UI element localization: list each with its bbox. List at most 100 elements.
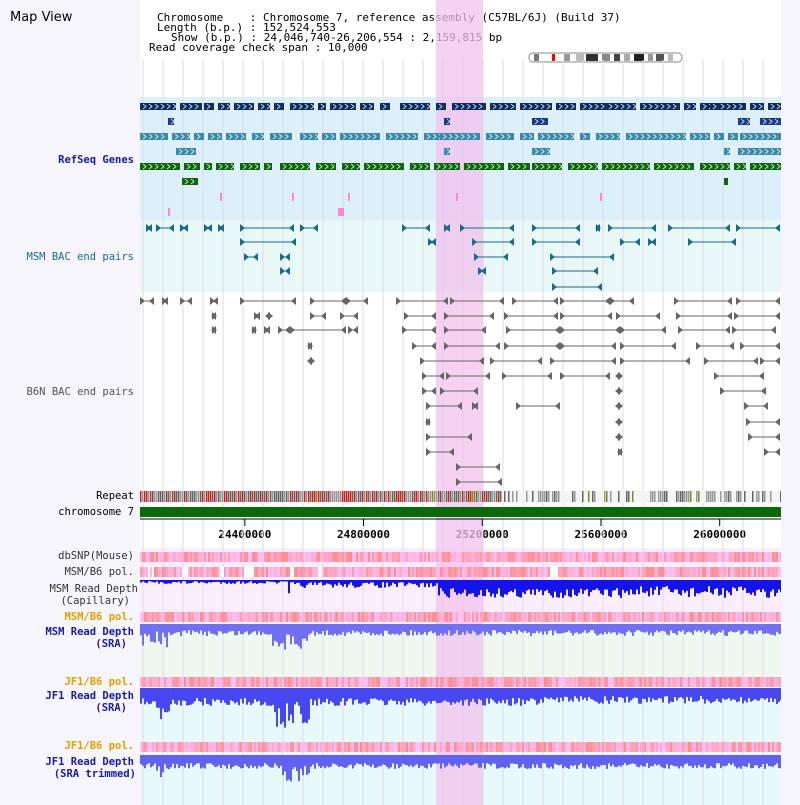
msm-sra-depth xyxy=(396,624,398,634)
jf1-pol2-heat xyxy=(550,742,552,752)
track-label-refseq[interactable]: RefSeq Genes xyxy=(58,154,134,166)
jf1-trim-depth xyxy=(264,755,266,764)
jf1-trim-depth xyxy=(714,755,716,769)
msm-sra-depth xyxy=(592,624,594,631)
jf1-pol-heat xyxy=(562,677,564,687)
track-label-msm-pol-1[interactable]: MSM/B6 pol. xyxy=(64,566,134,578)
msm-cap-depth xyxy=(534,580,536,595)
jf1-trim-depth xyxy=(650,755,652,767)
jf1-pol2-heat xyxy=(636,742,638,752)
gene-arrow xyxy=(192,163,197,170)
msm-pol2-heat xyxy=(676,612,678,622)
msm-cap-depth xyxy=(494,580,496,598)
repeat-element xyxy=(478,491,480,502)
msm-sra-depth xyxy=(538,624,540,634)
refseq-gene xyxy=(654,163,694,170)
repeat-element xyxy=(628,491,630,502)
gene-arrow xyxy=(500,133,505,140)
jf1-pol-heat xyxy=(608,677,610,687)
track-label-b6n-bac[interactable]: B6N BAC end pairs xyxy=(26,386,134,398)
jf1-pol-heat xyxy=(572,677,574,687)
dbsnp-heat xyxy=(210,552,212,562)
dbsnp-heat xyxy=(576,552,578,562)
jf1-sra-depth xyxy=(550,688,552,698)
dbsnp-heat xyxy=(408,552,410,562)
track-label-msm-cap-1[interactable]: MSM Read Depth xyxy=(49,583,138,595)
jf1-pol2-heat xyxy=(448,742,450,752)
gene-arrow xyxy=(746,148,751,155)
msm-pol2-heat xyxy=(434,612,436,622)
msm-pol-heat xyxy=(644,567,646,577)
jf1-pol2-heat xyxy=(472,742,474,752)
msm-pol2-heat xyxy=(598,612,600,622)
msm-sra-depth xyxy=(268,624,270,635)
jf1-pol-heat xyxy=(712,677,714,687)
msm-pol-heat xyxy=(250,567,252,577)
b6n-bac-pair xyxy=(412,342,417,350)
jf1-pol2-heat xyxy=(224,742,226,752)
dbsnp-heat xyxy=(386,552,388,562)
msm-pol-heat xyxy=(536,567,538,577)
gene-arrow xyxy=(668,163,673,170)
msm-pol2-heat xyxy=(640,612,642,622)
genome-browser-plot[interactable] xyxy=(140,0,781,805)
jf1-pol-heat xyxy=(166,677,168,687)
msm-pol2-heat xyxy=(542,612,544,622)
b6n-bac-pair xyxy=(479,357,484,365)
jf1-trim-depth xyxy=(476,755,478,764)
msm-sra-depth xyxy=(434,624,436,633)
dbsnp-heat xyxy=(390,552,392,562)
msm-cap-depth xyxy=(436,580,438,584)
jf1-sra-depth xyxy=(344,688,346,706)
msm-sra-depth xyxy=(234,624,236,636)
msm-sra-depth xyxy=(658,624,660,633)
msm-pol-heat xyxy=(322,567,324,577)
track-label-dbsnp[interactable]: dbSNP(Mouse) xyxy=(58,550,134,562)
msm-pol-heat xyxy=(168,567,170,577)
track-label-msm-bac[interactable]: MSM BAC end pairs xyxy=(26,251,134,263)
refseq-gene xyxy=(606,103,636,110)
track-label-jf1-pol-1[interactable]: JF1/B6 pol. xyxy=(64,676,134,688)
dbsnp-heat xyxy=(348,552,350,562)
track-label-jf1-trim-1[interactable]: JF1 Read Depth xyxy=(45,756,134,768)
msm-pol-heat xyxy=(584,567,586,577)
jf1-pol2-heat xyxy=(588,742,590,752)
dbsnp-heat xyxy=(698,552,700,562)
gene-arrow xyxy=(664,133,669,140)
msm-sra-depth xyxy=(618,624,620,633)
msm-pol2-heat xyxy=(746,612,748,622)
gene-arrow xyxy=(206,103,211,110)
msm-cap-depth xyxy=(186,580,188,584)
chromosome-ideogram[interactable] xyxy=(528,52,684,64)
jf1-pol2-heat xyxy=(700,742,702,752)
jf1-pol2-heat xyxy=(200,742,202,752)
repeat-element xyxy=(228,491,230,502)
msm-cap-depth xyxy=(532,580,534,590)
jf1-pol2-heat xyxy=(248,742,250,752)
msm-pol-heat xyxy=(172,567,174,577)
jf1-sra-depth xyxy=(524,688,526,705)
track-label-msm-pol-2[interactable]: MSM/B6 pol. xyxy=(64,611,134,623)
track-label-jf1-pol-2[interactable]: JF1/B6 pol. xyxy=(64,740,134,752)
msm-pol2-heat xyxy=(436,612,438,622)
track-label-msm-sra-1[interactable]: MSM Read Depth xyxy=(45,626,134,638)
jf1-trim-depth xyxy=(474,755,476,764)
msm-cap-depth xyxy=(738,580,740,588)
dbsnp-heat xyxy=(524,552,526,562)
jf1-pol-heat xyxy=(350,677,352,687)
dbsnp-heat xyxy=(584,552,586,562)
jf1-pol-heat xyxy=(570,677,572,687)
repeat-element xyxy=(430,491,432,502)
msm-cap-depth xyxy=(228,580,230,583)
dbsnp-heat xyxy=(430,552,432,562)
msm-cap-depth xyxy=(172,580,174,583)
jf1-pol2-heat xyxy=(272,742,274,752)
b6n-bac-pair xyxy=(671,342,676,350)
jf1-pol-heat xyxy=(388,677,390,687)
b6n-bac-pair xyxy=(291,297,296,305)
track-label-jf1-sra-1[interactable]: JF1 Read Depth xyxy=(45,690,134,702)
jf1-trim-depth xyxy=(608,755,610,764)
track-label-repeat[interactable]: Repeat xyxy=(96,490,134,502)
jf1-pol2-heat xyxy=(336,742,338,752)
jf1-pol2-heat xyxy=(274,742,276,752)
